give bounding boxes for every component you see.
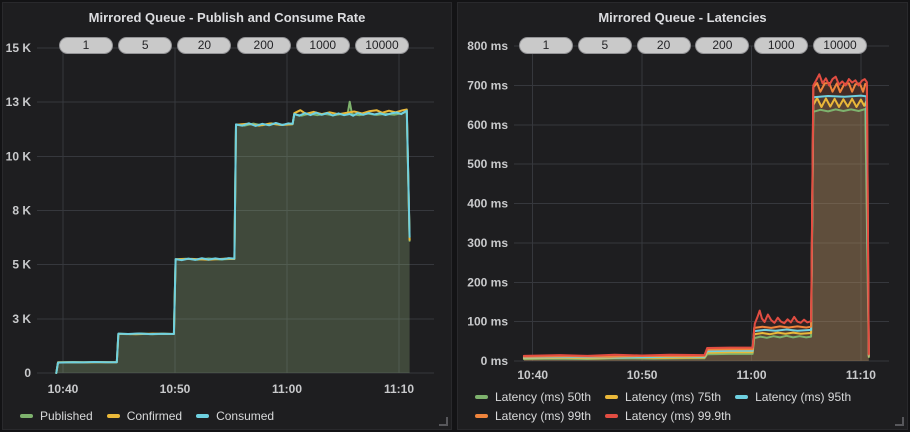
y-tick-label: 100 ms [467,315,508,329]
latency-chart[interactable]: 0 ms 100 ms 200 ms 300 ms 400 ms 500 ms 600 ms… [458,3,909,431]
series-line-latency-ms-99.9th [522,73,870,357]
legend-swatch-icon [605,414,619,418]
series-fill-published [56,101,410,373]
series-fill-consumed [56,110,410,373]
legend-swatch-icon [735,395,749,399]
annotation-pill-200[interactable]: 200 [236,37,291,54]
annotation-pill-1[interactable]: 1 [59,37,113,54]
series-fill-latency-ms-99th [523,83,869,361]
y-tick-label: 15 K [6,41,32,55]
y-tick-label: 8 K [12,204,31,218]
annotation-pill-5[interactable]: 5 [577,37,632,54]
annotation-pills-row: 1 5 20 200 1000 10000 [59,37,409,54]
annotation-pill-20[interactable]: 20 [177,37,232,54]
series-line-consumed [55,109,411,374]
x-tick-label: 11:10 [846,368,876,382]
legend-label: Latency (ms) 50th [495,390,592,404]
series-fill-confirmed [56,109,410,373]
y-tick-label: 600 ms [467,118,508,132]
legend-swatch-icon [106,414,120,418]
panel-publish-consume-rate: Mirrored Queue - Publish and Consume Rat… [2,2,452,430]
x-tick-label: 10:50 [627,368,658,382]
legend-label: Latency (ms) 99.9th [625,409,732,423]
annotation-pill-20[interactable]: 20 [636,37,691,54]
annotation-pill-200[interactable]: 200 [695,37,750,54]
legend-item-published[interactable]: Published [20,409,93,423]
y-tick-label: 0 ms [481,354,509,368]
legend-swatch-icon [196,414,210,418]
annotation-pill-1000[interactable]: 1000 [754,37,809,54]
x-tick-label: 11:00 [272,382,302,396]
legend-item-latency-ms-50th[interactable]: Latency (ms) 50th [475,390,591,404]
panel-title-latencies[interactable]: Mirrored Queue - Latencies [598,10,767,25]
legend-item-latency-ms-95th[interactable]: Latency (ms) 95th [735,390,851,404]
annotation-pill-1000[interactable]: 1000 [295,37,350,54]
x-tick-label: 10:40 [48,382,79,396]
panel-resize-handle[interactable] [439,417,448,426]
y-tick-label: 800 ms [467,39,508,53]
legend-label: Consumed [216,409,275,423]
legend-swatch-icon [475,395,488,399]
x-tick-label: 10:50 [160,382,191,396]
series-fill-latency-ms-50th [523,109,869,361]
legend-item-latency-ms-75th[interactable]: Latency (ms) 75th [605,390,721,404]
y-tick-label: 300 ms [467,236,508,250]
panel-latencies: Mirrored Queue - Latencies 0 ms 100 ms 200… [457,2,908,430]
panel-resize-handle[interactable] [895,417,904,426]
series-fill-latency-ms-95th [523,95,869,361]
y-tick-label: 500 ms [467,157,508,171]
legend-item-latency-ms-99.9th[interactable]: Latency (ms) 99.9th [605,409,731,423]
y-tick-label: 3 K [12,312,31,326]
series-fill-latency-ms-75th [523,98,869,361]
legend-item-confirmed[interactable]: Confirmed [106,409,183,423]
legend-label: Latency (ms) 95th [755,390,852,404]
annotation-pills-row: 1 5 20 200 1000 10000 [519,37,867,54]
x-tick-label: 11:00 [736,368,766,382]
annotation-pill-1[interactable]: 1 [519,37,573,54]
legend-label: Confirmed [126,409,183,423]
legend-item-latency-ms-99th[interactable]: Latency (ms) 99th [475,409,591,423]
rate-chart[interactable]: 0 3 K 5 K 8 K 10 K 13 K 15 K 10:40 10:50 11:00 11:… [3,3,453,431]
y-tick-label: 700 ms [467,78,508,92]
y-tick-label: 400 ms [467,197,508,211]
y-tick-label: 13 K [6,95,32,109]
y-tick-label: 5 K [12,258,31,272]
y-tick-label: 0 [24,366,31,380]
x-tick-label: 10:40 [517,368,548,382]
legend-label: Latency (ms) 99th [495,409,592,423]
grid [514,45,889,362]
legend-swatch-icon [605,395,619,399]
series-fill-latency-ms-99.9th [523,74,869,362]
latency-chart-legend: Latency (ms) 50th Latency (ms) 75th Latenc… [475,390,899,423]
legend-label: Published [40,409,93,423]
x-tick-label: 11:10 [384,382,414,396]
annotation-pill-10000[interactable]: 10000 [354,37,409,54]
legend-swatch-icon [475,414,488,418]
panel-title-publish-consume-rate[interactable]: Mirrored Queue - Publish and Consume Rat… [88,10,366,25]
legend-swatch-icon [20,414,33,418]
rate-chart-legend: Published Confirmed Consumed [20,409,443,423]
annotation-pill-5[interactable]: 5 [118,37,173,54]
legend-item-consumed[interactable]: Consumed [196,409,274,423]
annotation-pill-10000[interactable]: 10000 [812,37,867,54]
y-tick-label: 200 ms [467,275,508,289]
legend-label: Latency (ms) 75th [625,390,722,404]
y-tick-label: 10 K [6,149,32,163]
